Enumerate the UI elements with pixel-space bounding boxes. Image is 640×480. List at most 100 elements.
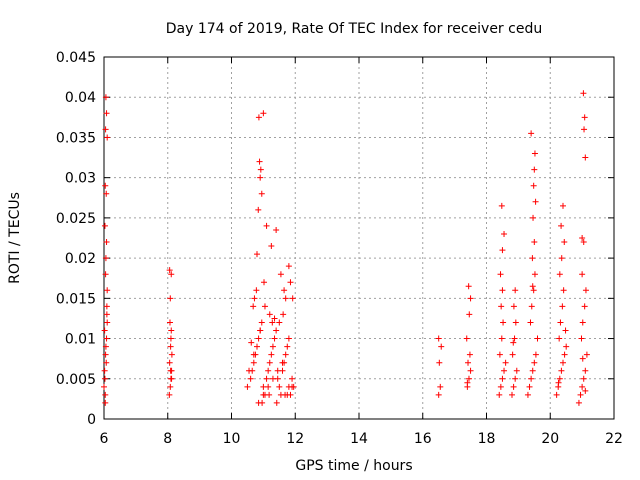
data-point [103,110,110,117]
data-point [101,383,107,390]
data-point [560,287,567,294]
data-point [104,287,111,294]
y-tick-label: 0.025 [56,211,96,227]
data-point [268,351,275,358]
x-tick-label: 12 [286,431,304,447]
data-point [501,367,508,374]
data-point [103,359,110,366]
data-point [260,391,267,398]
data-point [530,182,537,189]
x-tick-label: 14 [350,431,368,447]
data-point [271,315,278,322]
data-point [269,375,276,382]
data-point [530,214,537,221]
data-point [257,166,264,173]
data-point [465,375,472,382]
data-point [287,279,294,286]
data-point [582,387,589,394]
data-point [101,327,108,334]
data-point [167,295,174,302]
data-point [250,351,257,358]
data-point [510,383,517,390]
points-layer [101,90,590,406]
data-point [497,383,504,390]
data-point [103,303,110,310]
data-point [289,383,296,390]
data-point [578,335,585,342]
x-axis-label: GPS time / hours [295,458,412,474]
data-point [509,351,516,358]
data-point [527,319,534,326]
data-point [496,351,503,358]
x-tick-label: 22 [605,431,623,447]
data-point [265,367,272,374]
data-point [532,351,539,358]
data-point [103,335,110,342]
data-point [255,206,262,213]
data-point [560,202,566,209]
data-point [168,327,175,334]
data-point [557,319,564,326]
data-point [167,335,174,342]
data-point [276,319,283,326]
data-point [556,375,563,382]
data-point [102,126,109,133]
data-point [167,343,174,350]
x-tick-label: 20 [541,431,559,447]
data-point [250,303,257,310]
data-point [261,279,268,286]
data-point [581,303,588,310]
data-point [268,243,275,250]
data-point [580,239,587,246]
data-point [273,226,280,233]
data-point [257,327,264,334]
data-point [168,271,175,278]
data-point [263,222,270,229]
data-point [279,359,286,366]
data-point [258,190,265,197]
data-point [166,391,173,398]
data-point [513,367,520,374]
data-point [435,391,442,398]
data-point [103,311,110,318]
data-point [256,158,263,165]
data-point [499,375,506,382]
data-point [466,351,473,358]
data-point [277,271,284,278]
data-point [168,375,175,382]
data-point [246,367,253,374]
data-point [558,255,565,262]
data-point [101,222,108,229]
data-point [101,375,108,382]
data-point [531,271,538,278]
data-point [465,359,472,366]
data-point [466,311,473,318]
data-point [255,335,262,342]
data-point [274,367,281,374]
x-tick-label: 6 [100,431,109,447]
data-point [259,399,266,406]
data-point [467,367,474,374]
data-point [498,303,505,310]
data-point [253,287,260,294]
data-point [276,383,283,390]
data-point [104,134,111,141]
data-point [251,295,258,302]
data-point [497,271,504,278]
data-point [167,383,174,390]
data-point [582,154,589,161]
data-point [260,110,267,117]
data-point [285,335,292,342]
data-point [556,271,563,278]
data-point [579,271,586,278]
x-tick-label: 10 [223,431,241,447]
data-point [102,182,109,189]
y-tick-label: 0.035 [56,130,96,146]
data-point [577,391,584,398]
y-axis-label: ROTI / TECUs [7,192,23,284]
x-tick-label: 8 [163,431,172,447]
data-point [528,375,535,382]
data-point [102,94,109,101]
data-point [531,359,538,366]
